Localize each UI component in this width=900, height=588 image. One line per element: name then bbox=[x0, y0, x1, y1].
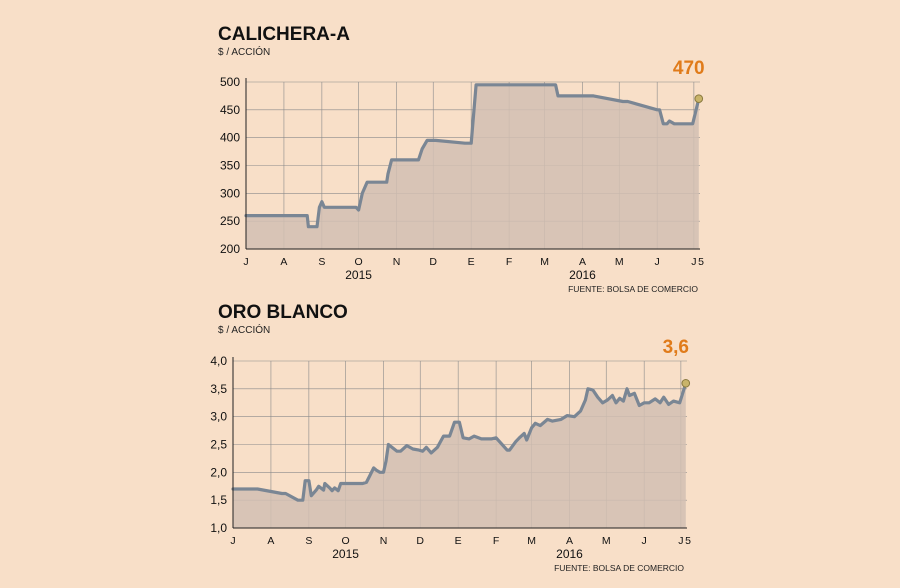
x-tick-label: M bbox=[540, 256, 549, 268]
source-note: FUENTE: BOLSA DE COMERCIO bbox=[554, 563, 684, 573]
y-tick-label: 200 bbox=[220, 242, 240, 256]
series-line bbox=[244, 83, 701, 229]
area-fill bbox=[246, 84, 699, 249]
year-labels: 2015 2016 bbox=[332, 547, 583, 561]
y-tick-label: 250 bbox=[220, 214, 240, 228]
chart-calichera: CALICHERA-A $ / ACCIÓN 200 250 300 350 400 45… bbox=[218, 24, 705, 294]
x-tick-label-end: 5 bbox=[685, 535, 691, 547]
series-line bbox=[231, 381, 688, 502]
axes bbox=[232, 357, 687, 529]
x-tick-label: J bbox=[691, 256, 696, 268]
axes bbox=[245, 78, 700, 250]
x-tick-label: D bbox=[429, 256, 437, 268]
chart-subtitle: $ / ACCIÓN bbox=[218, 323, 270, 336]
x-tick-label: J bbox=[655, 256, 660, 268]
y-tick-label: 3,0 bbox=[210, 410, 227, 424]
last-value-label: 470 bbox=[673, 58, 705, 79]
x-tick-label: M bbox=[527, 535, 536, 547]
x-tick-label: J bbox=[243, 256, 248, 268]
y-tick-label: 1,0 bbox=[210, 521, 227, 535]
source-note: FUENTE: BOLSA DE COMERCIO bbox=[568, 284, 698, 294]
year-label: 2016 bbox=[569, 268, 596, 282]
x-tick-label: O bbox=[354, 256, 362, 268]
x-tick-label: N bbox=[393, 256, 401, 268]
x-tick-label: F bbox=[493, 535, 499, 547]
x-tick-label: A bbox=[267, 535, 274, 547]
x-tick-label: J bbox=[230, 535, 235, 547]
x-tick-label: E bbox=[468, 256, 475, 268]
last-value-marker: 3,6 bbox=[663, 337, 691, 388]
y-tick-label: 400 bbox=[220, 131, 240, 145]
last-value-label: 3,6 bbox=[663, 337, 689, 358]
year-label: 2015 bbox=[345, 268, 372, 282]
y-tick-label: 4,0 bbox=[210, 354, 227, 368]
y-tick-label: 2,5 bbox=[210, 438, 227, 452]
y-tick-label: 450 bbox=[220, 103, 240, 117]
area-fill bbox=[233, 383, 686, 528]
chart-title: ORO BLANCO bbox=[218, 302, 348, 323]
x-tick-label: M bbox=[615, 256, 624, 268]
y-axis-ticks: 1,0 1,5 2,0 2,5 3,0 3,5 4,0 bbox=[210, 354, 227, 535]
chart-oro-blanco: ORO BLANCO $ / ACCIÓN 1,0 1,5 2,0 2,5 3,0 3,5… bbox=[210, 302, 691, 573]
x-tick-label: J bbox=[678, 535, 683, 547]
year-labels: 2015 2016 bbox=[345, 268, 596, 282]
x-tick-label: E bbox=[455, 535, 462, 547]
x-tick-label: A bbox=[280, 256, 287, 268]
x-tick-label: D bbox=[416, 535, 424, 547]
year-label: 2015 bbox=[332, 547, 359, 561]
last-value-dot bbox=[681, 378, 691, 388]
chart-subtitle: $ / ACCIÓN bbox=[218, 45, 270, 58]
y-axis-ticks: 200 250 300 350 400 450 500 bbox=[220, 75, 240, 256]
x-tick-label: N bbox=[380, 535, 388, 547]
last-value-dot bbox=[694, 94, 704, 103]
x-tick-label: A bbox=[566, 535, 573, 547]
x-tick-label: S bbox=[318, 256, 325, 268]
y-tick-label: 350 bbox=[220, 159, 240, 173]
y-tick-label: 3,5 bbox=[210, 382, 227, 396]
year-label: 2016 bbox=[556, 547, 583, 561]
y-tick-label: 300 bbox=[220, 186, 240, 200]
y-tick-label: 500 bbox=[220, 75, 240, 89]
last-value-marker: 470 bbox=[673, 58, 705, 103]
x-tick-label-end: 5 bbox=[698, 256, 704, 268]
y-tick-label: 2,0 bbox=[210, 465, 227, 479]
price-area bbox=[244, 83, 701, 249]
x-tick-label: S bbox=[305, 535, 312, 547]
chart-title: CALICHERA-A bbox=[218, 24, 350, 45]
x-tick-label: F bbox=[506, 256, 512, 268]
x-tick-label: M bbox=[602, 535, 611, 547]
x-tick-label: A bbox=[579, 256, 586, 268]
price-area bbox=[231, 381, 688, 528]
x-tick-label: J bbox=[642, 535, 647, 547]
y-tick-label: 1,5 bbox=[210, 493, 227, 507]
x-tick-label: O bbox=[341, 535, 349, 547]
